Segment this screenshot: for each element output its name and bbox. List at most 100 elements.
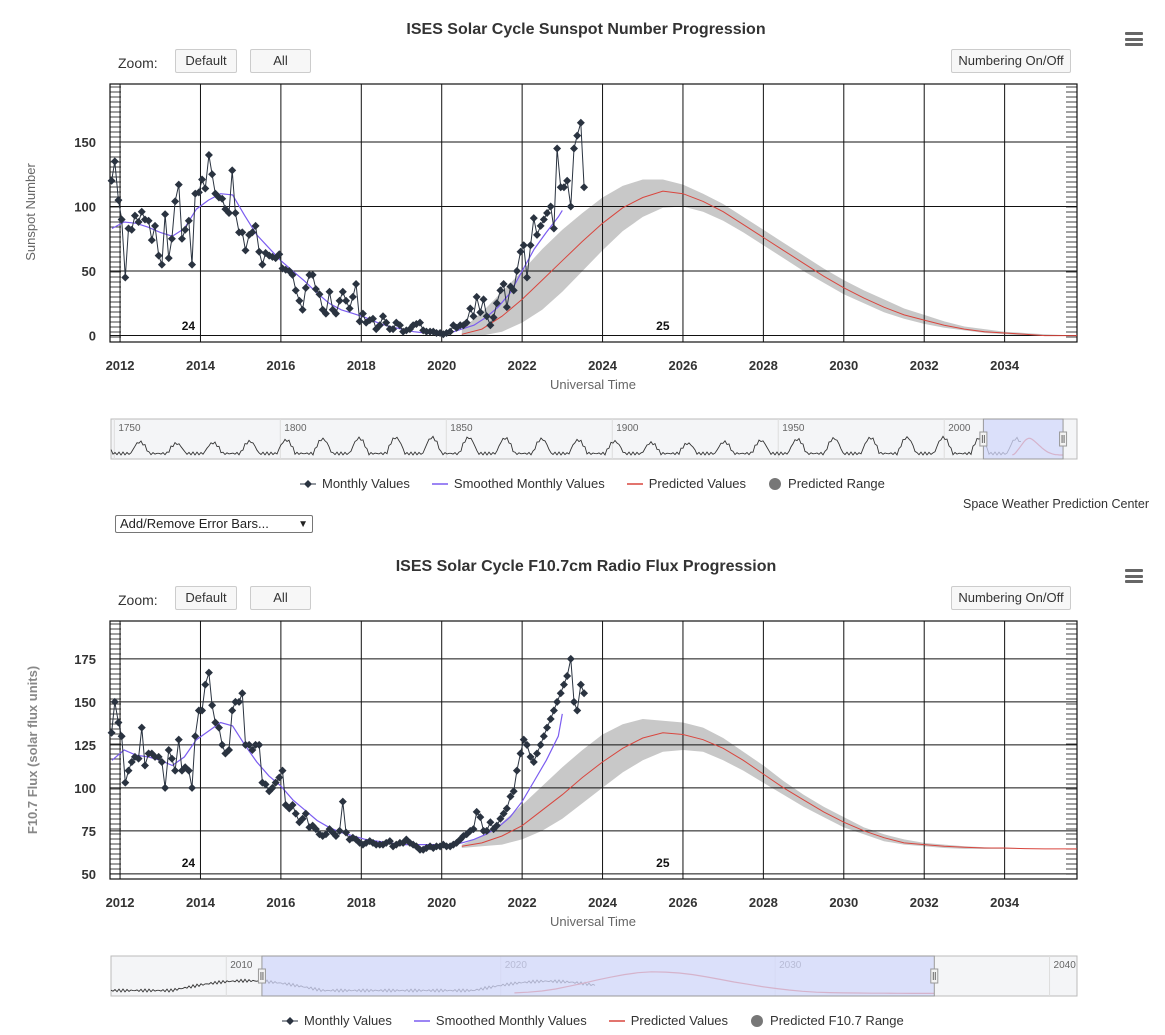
x-tick-label: 2024 [588, 358, 618, 373]
monthly-value-point [338, 287, 347, 296]
monthly-value-point [238, 689, 247, 698]
cycle-label: 24 [182, 856, 196, 870]
monthly-value-point [238, 228, 247, 237]
monthly-value-point [476, 813, 485, 822]
monthly-value-point [482, 312, 491, 321]
monthly-values-line [111, 122, 585, 335]
monthly-value-point [365, 837, 374, 846]
hamburger-menu-icon[interactable] [1125, 569, 1143, 583]
legend-monthly[interactable]: Monthly Values [300, 476, 410, 491]
monthly-value-point [198, 706, 207, 715]
monthly-value-point [218, 740, 227, 749]
monthly-value-point [580, 689, 589, 698]
y-axis-title: F10.7 Flux (solar flux units) [25, 666, 40, 834]
numbering-toggle-button[interactable]: Numbering On/Off [951, 49, 1071, 73]
sunspot-chart: 2012 2014 2016 2018 2020 2022 2024 2026 2028 2030… [23, 83, 1078, 460]
monthly-value-point [462, 318, 471, 327]
x-tick-label: 2024 [588, 895, 618, 910]
monthly-value-point [342, 828, 351, 837]
zoom-all-button[interactable]: All [250, 586, 311, 610]
monthly-value-point [472, 807, 481, 816]
monthly-value-point [211, 718, 220, 727]
monthly-value-point [533, 749, 542, 758]
navigator-selection [261, 955, 935, 997]
chart1-title: ISES Solar Cycle Sunspot Number Progress… [406, 21, 766, 38]
monthly-value-point [533, 230, 542, 239]
monthly-value-point [489, 313, 498, 322]
monthly-value-point [311, 285, 320, 294]
monthly-value-point [295, 296, 304, 305]
cycle-label: 24 [182, 319, 196, 333]
legend-smoothed[interactable]: Smoothed Monthly Values [413, 1013, 587, 1028]
monthly-value-point [164, 746, 173, 754]
x-tick-label: 2022 [508, 358, 537, 373]
y-tick-label: 0 [89, 329, 96, 344]
monthly-value-point [355, 317, 364, 326]
x-tick-label: 2026 [669, 895, 698, 910]
monthly-value-point [563, 672, 572, 681]
monthly-value-point [245, 740, 254, 749]
monthly-value-point [278, 766, 287, 775]
monthly-value-point [248, 746, 257, 754]
x-tick-label: 2034 [990, 895, 1020, 910]
legend-range[interactable]: Predicted F10.7 Range [750, 1013, 904, 1028]
monthly-value-point [114, 196, 123, 205]
circle-marker-icon [769, 477, 782, 490]
monthly-value-point [181, 225, 190, 234]
radio-flux-chart: 2012 2014 2016 2018 2020 2022 2024 2026 2028 2030… [25, 620, 1078, 997]
monthly-value-point [492, 821, 501, 830]
monthly-value-point [167, 754, 176, 763]
x-tick-label: 2026 [669, 358, 698, 373]
error-bars-select[interactable]: Add/Remove Error Bars... ▼ [115, 515, 313, 533]
monthly-value-point [519, 735, 528, 744]
monthly-value-point [285, 804, 294, 813]
legend-range-label: Predicted F10.7 Range [770, 1013, 904, 1028]
monthly-value-point [117, 215, 126, 224]
monthly-value-point [231, 209, 240, 217]
legend-predicted[interactable]: Predicted Values [608, 1013, 728, 1028]
monthly-value-point [208, 170, 217, 179]
monthly-value-point [509, 286, 518, 295]
zoom-all-button[interactable]: All [250, 49, 311, 73]
monthly-value-point [218, 194, 227, 203]
legend-range[interactable]: Predicted Range [768, 476, 885, 491]
monthly-value-point [576, 118, 585, 127]
monthly-value-point [157, 260, 166, 269]
credit-label[interactable]: Space Weather Prediction Center [963, 497, 1149, 511]
legend-monthly-label: Monthly Values [304, 1013, 392, 1028]
legend-predicted[interactable]: Predicted Values [626, 476, 746, 491]
monthly-value-point [526, 752, 535, 761]
numbering-toggle-button[interactable]: Numbering On/Off [951, 586, 1071, 610]
monthly-value-point [331, 309, 340, 318]
chevron-down-icon: ▼ [298, 519, 308, 530]
monthly-value-point [345, 304, 354, 313]
x-tick-label: 2014 [186, 358, 216, 373]
legend-smoothed[interactable]: Smoothed Monthly Values [431, 476, 605, 491]
y-tick-label: 100 [74, 781, 96, 796]
monthly-value-point [516, 749, 525, 758]
zoom-default-button[interactable]: Default [175, 586, 237, 610]
monthly-value-point [281, 801, 290, 810]
y-axis-title: Sunspot Number [23, 163, 38, 261]
zoom-default-button[interactable]: Default [175, 49, 237, 73]
monthly-value-point [512, 267, 521, 276]
navigator-selection [982, 418, 1064, 460]
legend-monthly[interactable]: Monthly Values [282, 1013, 392, 1028]
monthly-value-point [486, 321, 495, 330]
monthly-value-point [573, 131, 582, 140]
x-tick-label: 2018 [347, 895, 376, 910]
monthly-value-point [248, 228, 257, 237]
monthly-value-point [140, 761, 149, 770]
monthly-value-point [291, 286, 300, 295]
monthly-value-point [566, 202, 575, 211]
hamburger-menu-icon[interactable] [1125, 32, 1143, 46]
line-marker-icon [413, 1019, 430, 1022]
navigator-handle [979, 431, 988, 447]
monthly-value-point [496, 286, 505, 295]
monthly-value-point [235, 697, 244, 706]
monthly-value-point [543, 209, 552, 217]
monthly-value-point [255, 247, 264, 256]
monthly-value-point [368, 314, 377, 323]
monthly-value-point [137, 723, 146, 732]
monthly-value-point [569, 697, 578, 706]
